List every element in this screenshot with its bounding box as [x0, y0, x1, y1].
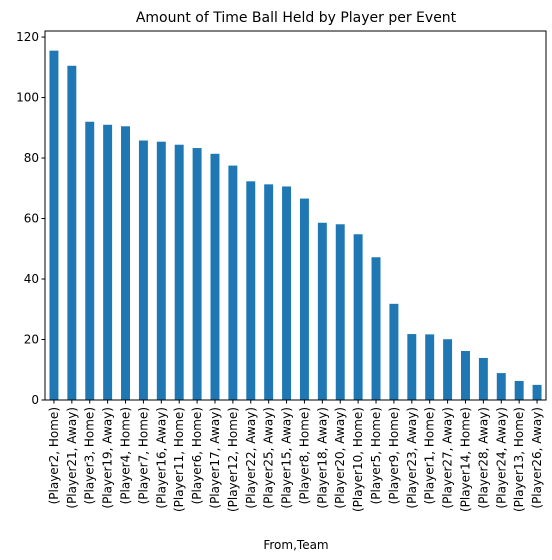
bar — [443, 339, 453, 400]
x-axis-label: From,Team — [263, 538, 328, 552]
bar — [156, 141, 166, 400]
x-tick-label: (Player22, Away) — [244, 407, 258, 509]
bar — [103, 124, 113, 400]
x-tick-label: (Player3, Home) — [83, 407, 97, 504]
x-tick-label: (Player9, Home) — [387, 407, 401, 504]
bar — [478, 357, 488, 400]
x-tick-label: (Player12, Home) — [226, 407, 240, 512]
x-tick-label: (Player14, Home) — [458, 407, 472, 512]
y-tick-label: 20 — [24, 333, 39, 347]
bar — [514, 380, 524, 400]
bar — [174, 144, 184, 400]
bar — [138, 140, 148, 401]
bar — [121, 126, 130, 401]
bar — [389, 303, 399, 400]
bar — [317, 222, 327, 400]
x-tick-label: (Player25, Away) — [262, 407, 276, 509]
x-tick-label: (Player24, Away) — [494, 407, 508, 509]
bar — [407, 334, 417, 400]
x-tick-label: (Player8, Home) — [297, 407, 311, 504]
x-tick-label: (Player19, Away) — [101, 407, 115, 509]
x-tick-label: (Player2, Home) — [47, 407, 61, 504]
x-tick-label: (Player27, Away) — [441, 407, 455, 509]
bar — [228, 165, 238, 400]
bar — [335, 224, 345, 400]
bar — [192, 148, 202, 400]
x-tick-label: (Player11, Home) — [172, 407, 186, 512]
x-axis: (Player2, Home) (Player21, Away) (Player3,… — [47, 400, 544, 512]
y-tick-label: 120 — [16, 30, 39, 44]
bar — [461, 351, 470, 400]
bar — [246, 181, 256, 400]
x-tick-label: (Player13, Home) — [512, 407, 526, 512]
bar — [210, 153, 220, 400]
y-tick-label: 100 — [16, 91, 39, 105]
bar — [425, 334, 435, 400]
plot-frame — [44, 30, 547, 401]
bar — [532, 384, 542, 400]
x-tick-label: (Player21, Away) — [65, 407, 79, 509]
chart-title: Amount of Time Ball Held by Player per E… — [136, 10, 457, 26]
bar — [67, 65, 77, 400]
x-tick-label: (Player18, Away) — [315, 407, 329, 509]
y-tick-label: 0 — [31, 393, 39, 407]
bar — [353, 234, 363, 400]
bar — [49, 50, 59, 400]
bar — [264, 184, 274, 400]
bar — [299, 198, 309, 400]
bar — [496, 373, 506, 400]
bar — [371, 257, 381, 400]
x-tick-label: (Player7, Home) — [136, 407, 150, 504]
x-tick-label: (Player5, Home) — [369, 407, 383, 504]
x-tick-label: (Player23, Away) — [405, 407, 419, 509]
y-tick-label: 80 — [24, 151, 39, 165]
x-tick-label: (Player4, Home) — [119, 407, 133, 504]
x-tick-label: (Player26, Away) — [530, 407, 544, 509]
x-tick-label: (Player1, Home) — [423, 407, 437, 504]
y-tick-label: 40 — [24, 272, 39, 286]
x-tick-label: (Player20, Away) — [333, 407, 347, 509]
x-tick-label: (Player17, Away) — [208, 407, 222, 509]
x-tick-label: (Player6, Home) — [190, 407, 204, 504]
bars-group — [49, 50, 542, 401]
x-tick-label: (Player10, Home) — [351, 407, 365, 512]
x-tick-label: (Player16, Away) — [154, 407, 168, 509]
y-axis: 0 20 40 60 80 100 120 — [16, 30, 45, 407]
x-tick-label: (Player28, Away) — [476, 407, 490, 509]
x-tick-label: (Player15, Away) — [280, 407, 294, 509]
y-tick-label: 60 — [24, 212, 39, 226]
bar — [85, 121, 95, 401]
bar — [282, 186, 292, 400]
